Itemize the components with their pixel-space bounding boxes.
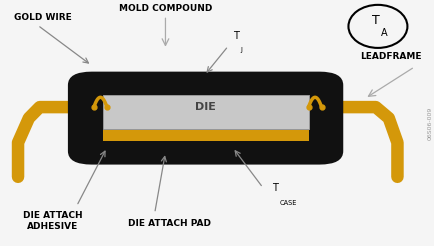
Text: GOLD WIRE: GOLD WIRE (14, 13, 71, 22)
Text: T: T (371, 14, 379, 27)
Text: DIE ATTACH
ADHESIVE: DIE ATTACH ADHESIVE (23, 211, 82, 231)
Text: LEADFRAME: LEADFRAME (359, 52, 420, 62)
Text: DIE ATTACH PAD: DIE ATTACH PAD (128, 219, 211, 228)
Text: MOLD COMPOUND: MOLD COMPOUND (118, 3, 212, 13)
Text: T: T (232, 31, 238, 41)
Bar (102, 130, 308, 141)
Text: J: J (240, 47, 242, 53)
Text: T: T (271, 184, 277, 194)
Text: DIE: DIE (194, 102, 215, 112)
FancyBboxPatch shape (68, 72, 342, 165)
Text: CASE: CASE (279, 200, 296, 206)
Text: 06S06-009: 06S06-009 (426, 106, 431, 140)
Text: A: A (380, 28, 386, 38)
Bar (102, 95, 308, 129)
